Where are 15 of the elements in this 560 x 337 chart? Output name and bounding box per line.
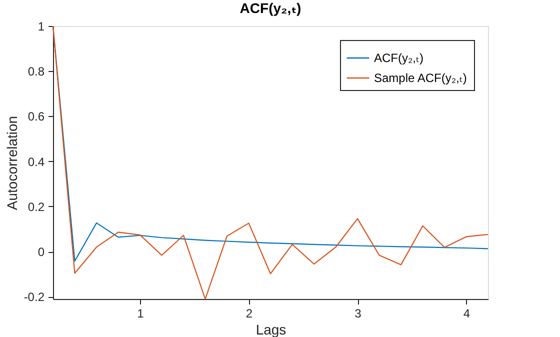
x-tick-label: 4: [463, 306, 470, 320]
y-tick-label: 0.8: [28, 64, 45, 79]
y-tick-label: 1: [38, 20, 45, 34]
y-tick-label: 0.4: [28, 154, 45, 169]
y-tick-label: 0.6: [28, 110, 45, 124]
y-tick-label: 0: [38, 245, 45, 260]
y-tick-label: 0.2: [28, 200, 45, 214]
x-tick-label: 1: [137, 306, 144, 320]
chart-title: ACF(y₂,ₜ): [240, 0, 302, 16]
y-axis-title: Autocorrelation: [4, 116, 20, 210]
legend-label: Sample ACF(y₂,ₜ): [374, 71, 467, 85]
legend-label: ACF(y₂,ₜ): [374, 51, 424, 65]
y-tick-label: -0.2: [24, 290, 45, 304]
x-tick-label: 2: [246, 306, 253, 320]
x-tick-label: 3: [354, 306, 362, 320]
